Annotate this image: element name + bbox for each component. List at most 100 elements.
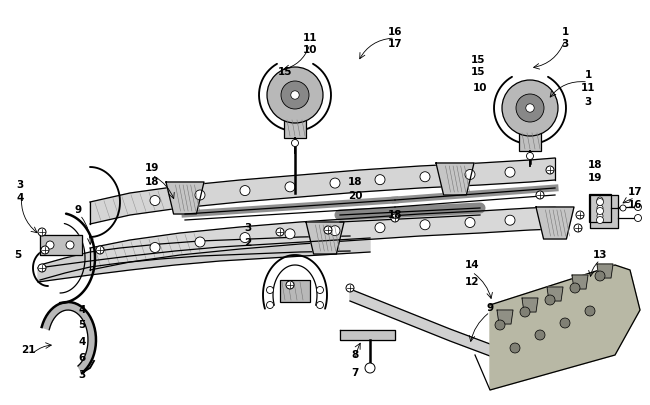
Text: 17: 17	[628, 187, 642, 197]
Text: 3: 3	[562, 39, 569, 49]
Circle shape	[346, 284, 354, 292]
Text: 15: 15	[471, 55, 486, 65]
Circle shape	[510, 343, 520, 353]
Polygon shape	[340, 330, 395, 340]
Text: 3: 3	[584, 97, 592, 107]
Text: 17: 17	[387, 39, 402, 49]
Text: 18: 18	[348, 177, 362, 187]
Text: 5: 5	[14, 250, 21, 260]
Bar	[519, 131, 541, 151]
Circle shape	[330, 178, 340, 188]
Polygon shape	[38, 238, 370, 282]
Text: 2: 2	[244, 238, 252, 248]
Circle shape	[317, 301, 324, 309]
Circle shape	[317, 286, 324, 294]
Circle shape	[240, 232, 250, 243]
Circle shape	[266, 301, 274, 309]
Text: 15: 15	[278, 67, 292, 77]
Circle shape	[330, 226, 340, 236]
Circle shape	[285, 182, 295, 192]
Text: 20: 20	[348, 191, 362, 201]
Polygon shape	[522, 298, 538, 312]
Circle shape	[620, 205, 626, 211]
Text: 4: 4	[78, 337, 86, 347]
Text: 14: 14	[465, 260, 479, 270]
Circle shape	[420, 220, 430, 230]
Circle shape	[420, 172, 430, 182]
Circle shape	[195, 190, 205, 200]
Text: 16: 16	[628, 200, 642, 210]
Circle shape	[597, 217, 603, 224]
Circle shape	[545, 295, 555, 305]
Text: 10: 10	[303, 45, 317, 55]
Circle shape	[286, 281, 294, 289]
Polygon shape	[536, 207, 574, 239]
Circle shape	[267, 67, 323, 123]
Polygon shape	[436, 163, 474, 195]
Circle shape	[495, 320, 505, 330]
Text: 19: 19	[588, 173, 602, 183]
Text: 4: 4	[16, 193, 23, 203]
Text: 10: 10	[473, 83, 488, 93]
Circle shape	[375, 223, 385, 232]
Circle shape	[595, 271, 605, 281]
Circle shape	[505, 167, 515, 177]
Circle shape	[324, 226, 332, 234]
Circle shape	[597, 207, 603, 215]
Circle shape	[240, 185, 250, 196]
Text: 8: 8	[352, 350, 359, 360]
Text: 6: 6	[79, 353, 86, 363]
Circle shape	[41, 246, 49, 254]
Text: 9: 9	[486, 303, 493, 313]
Text: 3: 3	[16, 180, 23, 190]
Circle shape	[465, 217, 475, 228]
Circle shape	[536, 191, 544, 199]
Circle shape	[597, 198, 603, 205]
Polygon shape	[572, 275, 588, 289]
Text: 15: 15	[471, 67, 486, 77]
Circle shape	[281, 81, 309, 109]
Text: 1: 1	[562, 27, 569, 37]
Circle shape	[285, 229, 295, 239]
Text: 9: 9	[75, 205, 81, 215]
Circle shape	[66, 241, 74, 249]
Circle shape	[526, 104, 534, 112]
Circle shape	[597, 205, 603, 211]
Text: 16: 16	[388, 27, 402, 37]
Circle shape	[96, 246, 104, 254]
Circle shape	[391, 214, 399, 222]
Text: 5: 5	[79, 320, 86, 330]
Circle shape	[585, 306, 595, 316]
Circle shape	[365, 363, 375, 373]
Circle shape	[634, 203, 642, 211]
Polygon shape	[42, 302, 96, 373]
Circle shape	[597, 197, 603, 203]
Circle shape	[38, 228, 46, 236]
Circle shape	[291, 139, 298, 147]
Text: 3: 3	[244, 223, 252, 233]
Text: 18: 18	[388, 210, 402, 220]
Polygon shape	[350, 289, 530, 371]
Text: 11: 11	[303, 33, 317, 43]
Circle shape	[546, 166, 554, 174]
Circle shape	[195, 237, 205, 247]
Circle shape	[570, 283, 580, 293]
Text: 18: 18	[588, 160, 603, 170]
Circle shape	[266, 286, 274, 294]
Circle shape	[150, 243, 160, 252]
Text: 21: 21	[21, 345, 35, 355]
Circle shape	[465, 170, 475, 179]
Circle shape	[634, 215, 642, 222]
Polygon shape	[490, 265, 640, 390]
Text: 1: 1	[584, 70, 592, 80]
Circle shape	[520, 307, 530, 317]
Circle shape	[526, 153, 534, 160]
Bar	[284, 118, 306, 138]
Circle shape	[560, 318, 570, 328]
Circle shape	[291, 91, 299, 99]
Text: 11: 11	[580, 83, 595, 93]
Polygon shape	[547, 287, 563, 301]
Circle shape	[597, 213, 603, 219]
Circle shape	[38, 264, 46, 272]
Circle shape	[276, 228, 284, 236]
